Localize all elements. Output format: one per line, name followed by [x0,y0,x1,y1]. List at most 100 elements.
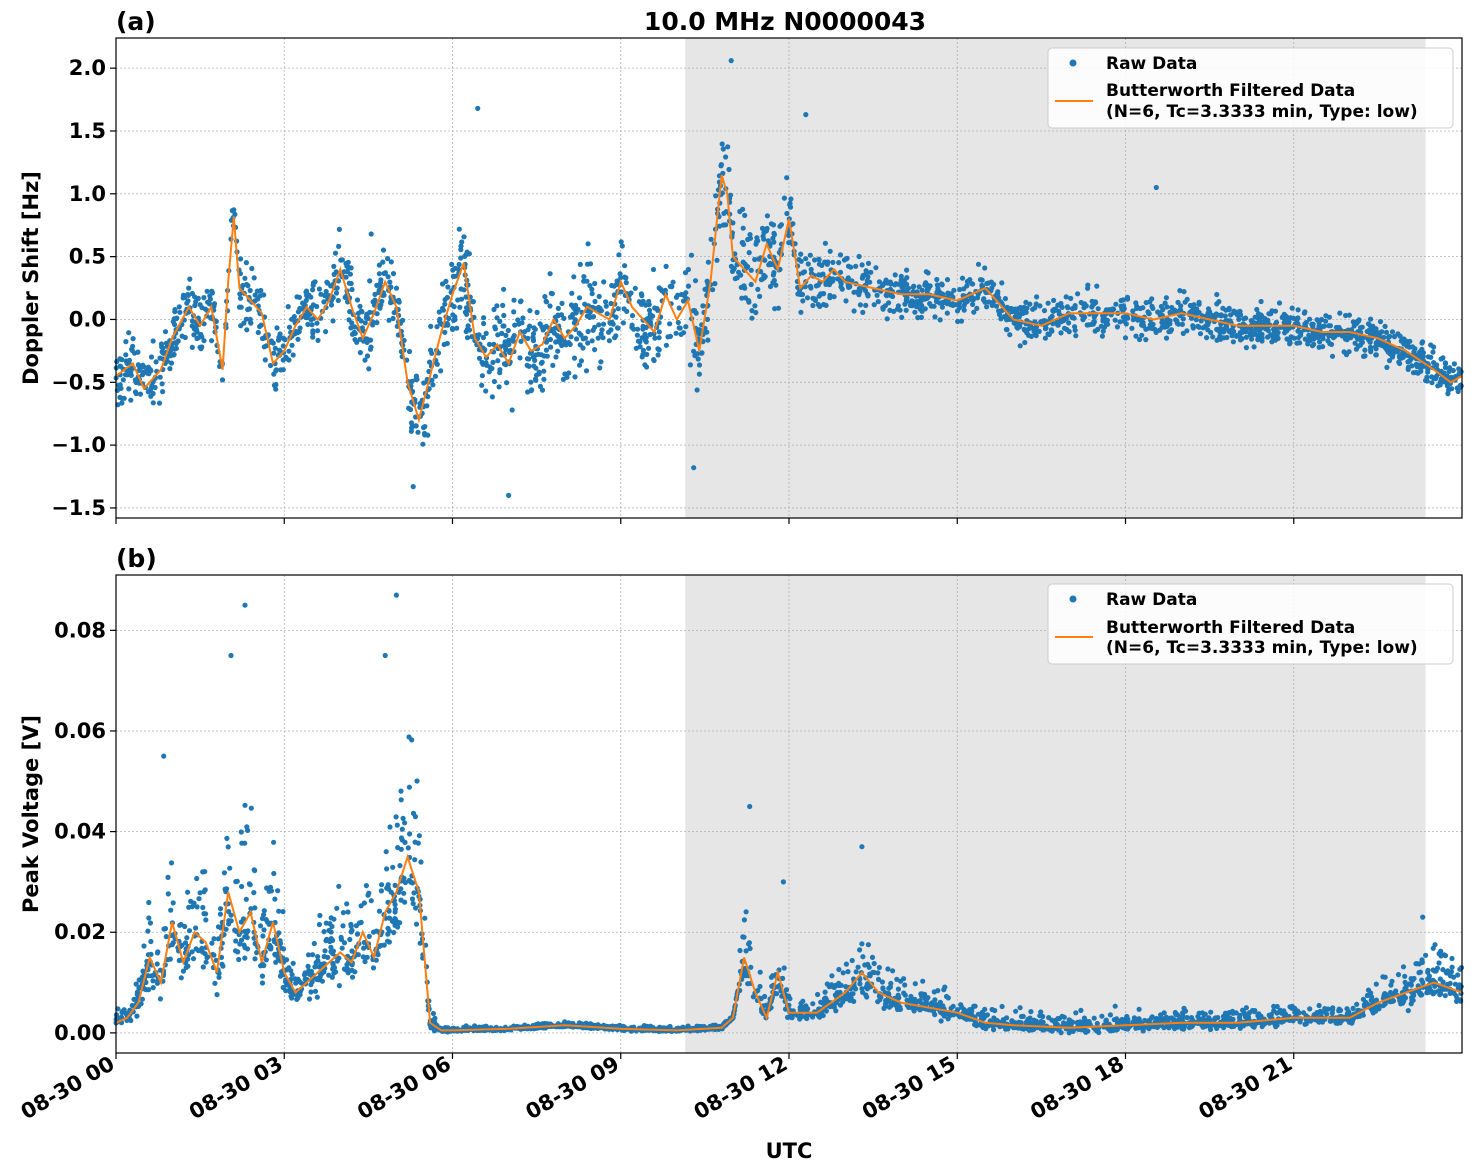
raw-data-point [315,337,321,343]
raw-data-point [150,978,156,984]
raw-data-point [1050,308,1056,314]
raw-data-point [339,945,345,951]
raw-data-point [1295,321,1301,327]
raw-data-point [461,287,467,293]
raw-data-point [1172,308,1179,314]
raw-data-point [849,957,855,964]
raw-data-point [393,285,400,291]
raw-data-point [789,1015,795,1021]
raw-data-point [804,295,811,301]
raw-data-point [803,256,809,262]
raw-data-point [525,327,531,333]
raw-data-point [211,301,218,307]
raw-data-point [652,335,658,341]
raw-data-point [252,292,258,298]
raw-data-point [133,378,139,384]
raw-data-point [798,258,804,264]
raw-data-point [904,275,910,281]
raw-data-point [244,327,250,333]
raw-data-point [1075,291,1081,297]
raw-data-point [1387,333,1393,340]
raw-data-point [636,299,642,305]
raw-data-point [916,284,922,290]
raw-data-point [845,275,851,281]
raw-data-point [244,946,251,952]
raw-data-point [608,300,614,307]
raw-data-point [248,805,254,811]
raw-data-point [740,259,746,265]
raw-data-point [1274,332,1280,338]
raw-data-point [922,282,928,288]
raw-data-point [1323,313,1329,319]
raw-data-point [646,298,652,305]
raw-data-point [1073,1010,1079,1016]
raw-data-point [1316,1002,1322,1009]
raw-data-point [306,996,313,1002]
raw-data-point [1258,312,1264,318]
panel-b: (b) 0.000.020.040.060.08 Peak Voltage [V… [19,544,1465,1059]
raw-data-point [148,354,155,360]
raw-data-point [367,278,373,284]
raw-data-point [1045,331,1051,337]
raw-data-point [875,976,882,983]
raw-data-point [868,269,874,275]
raw-data-point [999,280,1005,286]
raw-data-point [353,923,359,929]
raw-data-point [923,1001,929,1007]
raw-data-point [1091,319,1097,325]
raw-data-point [1291,335,1297,341]
raw-data-point [232,927,238,933]
raw-data-point [940,292,946,298]
raw-data-point [1166,318,1172,324]
raw-data-point [768,221,775,227]
raw-data-point [497,318,503,324]
raw-data-point [310,282,316,288]
raw-data-point [599,327,605,333]
raw-data-point [705,337,711,343]
raw-data-point [845,969,851,975]
raw-data-point [1085,282,1091,288]
raw-data-point [168,907,174,913]
raw-data-point [808,266,814,272]
raw-data-point [187,276,193,282]
raw-data-point [1124,294,1131,300]
raw-data-point [408,428,414,434]
raw-data-point [154,961,160,967]
raw-data-point [898,273,904,279]
raw-data-point [903,307,909,313]
raw-data-point [326,972,332,978]
raw-data-point [357,303,363,309]
raw-data-point [400,815,406,822]
raw-data-point [1268,332,1274,338]
raw-data-point [643,324,649,330]
raw-data-point [1365,1001,1371,1007]
raw-data-point [1273,1024,1279,1030]
raw-data-point [1435,383,1441,389]
raw-data-point [242,802,248,808]
raw-data-point [1285,316,1291,322]
raw-data-point [639,293,645,299]
raw-data-point [1451,361,1457,367]
raw-data-point [252,956,258,962]
raw-data-point [1319,316,1325,323]
raw-data-point [999,1003,1005,1010]
raw-data-point [1324,1011,1330,1017]
raw-data-point [409,896,416,902]
raw-data-point [462,253,468,259]
raw-data-point [601,279,607,285]
raw-data-point [135,349,141,355]
raw-data-point [1397,333,1403,339]
raw-data-point [178,975,184,981]
raw-data-point [1259,335,1265,341]
raw-data-point [1111,306,1117,312]
raw-data-point [934,276,940,283]
raw-data-point [771,239,777,245]
raw-data-point [135,362,141,368]
raw-data-point [489,394,495,400]
raw-data-point [945,1016,951,1022]
raw-data-point [1252,314,1258,320]
y-tick-label: 0.5 [69,245,106,269]
raw-data-point [424,403,430,409]
raw-data-point [243,260,249,266]
raw-data-point [425,394,431,400]
